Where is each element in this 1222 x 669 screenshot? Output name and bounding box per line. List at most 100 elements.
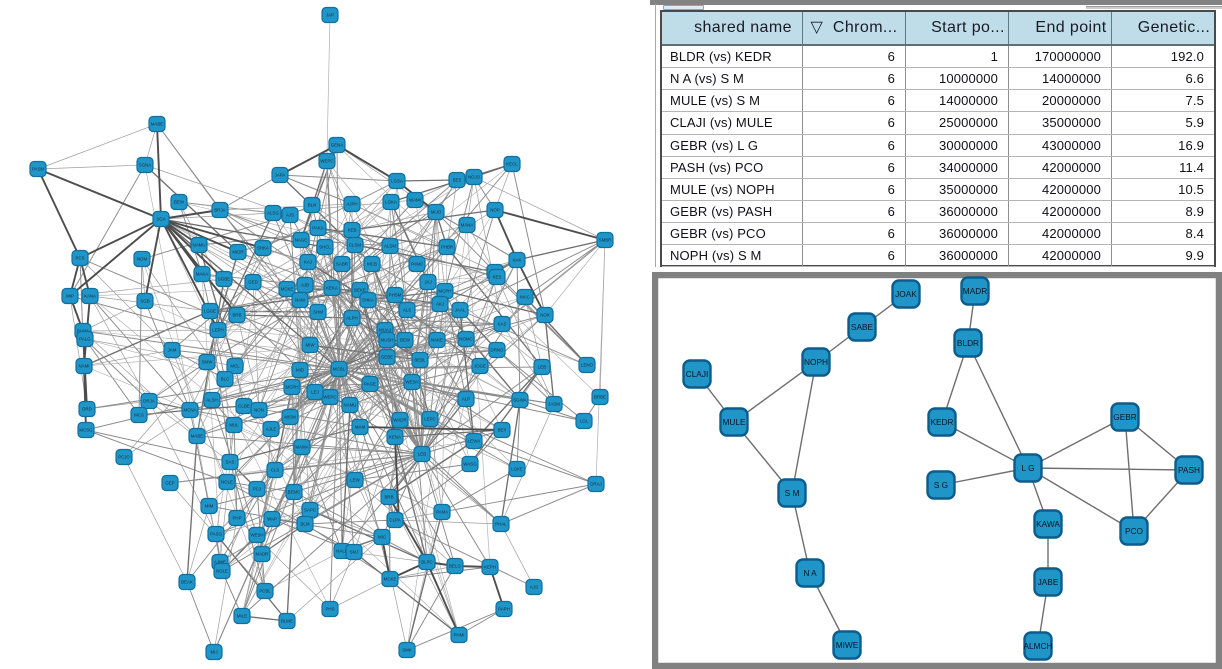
svg-text:GEBE: GEBE (381, 355, 393, 360)
svg-text:BEBL: BEBL (414, 358, 426, 363)
svg-text:LENO: LENO (581, 363, 594, 368)
svg-text:NAKE: NAKE (431, 338, 443, 343)
svg-text:NAMU: NAMU (193, 243, 206, 248)
svg-text:SMK: SMK (402, 648, 412, 653)
svg-text:PAGE: PAGE (364, 382, 376, 387)
svg-text:MCKE: MCKE (281, 287, 294, 292)
svg-text:MABE: MABE (151, 122, 164, 127)
svg-text:MIJ: MIJ (210, 650, 217, 655)
svg-text:MISM: MISM (284, 415, 296, 420)
svg-text:KAS: KAS (498, 322, 507, 327)
svg-text:LEB: LEB (418, 452, 426, 457)
svg-text:SMBR: SMBR (599, 238, 612, 243)
svg-text:KAJ: KAJ (304, 260, 312, 265)
svg-text:DRJA: DRJA (143, 399, 155, 404)
svg-text:NAMU: NAMU (344, 403, 357, 408)
svg-text:WADR: WADR (393, 418, 406, 423)
svg-text:SHKA: SHKA (362, 298, 374, 303)
svg-text:KEKA: KEKA (326, 286, 338, 291)
svg-text:BEAK: BEAK (181, 580, 193, 585)
svg-text:LEPC: LEPC (424, 417, 435, 422)
svg-text:NOP: NOP (490, 208, 500, 213)
svg-text:AJS: AJS (530, 585, 538, 590)
svg-text:BLWE: BLWE (281, 619, 293, 624)
svg-text:MCS: MCS (134, 413, 144, 418)
svg-text:BEW: BEW (174, 200, 185, 205)
svg-text:ALMCH: ALMCH (1023, 641, 1052, 651)
svg-text:KENA: KENA (389, 435, 401, 440)
svg-text:MILE: MILE (237, 614, 247, 619)
svg-text:PHSM: PHSM (389, 293, 402, 298)
svg-text:SHM: SHM (313, 310, 323, 315)
svg-text:KES: KES (493, 275, 502, 280)
svg-text:BELG: BELG (449, 564, 461, 569)
svg-text:GED: GED (248, 280, 258, 285)
svg-text:BEKE: BEKE (354, 288, 366, 293)
svg-text:MCB: MCB (367, 262, 377, 267)
svg-text:AJLE: AJLE (266, 427, 277, 432)
svg-text:WAMI: WAMI (409, 198, 421, 203)
svg-text:BLPC: BLPC (421, 560, 432, 565)
svg-text:MIC: MIC (378, 535, 386, 540)
svg-text:PAKA: PAKA (312, 226, 323, 231)
svg-text:WASG: WASG (463, 462, 477, 467)
svg-text:GEBR: GEBR (1113, 412, 1137, 422)
svg-text:JOGE: JOGE (474, 364, 486, 369)
svg-text:LEB: LEB (538, 365, 546, 370)
svg-text:MANA: MANA (461, 223, 474, 228)
svg-text:CLPA: CLPA (389, 518, 400, 523)
svg-text:SABE: SABE (851, 322, 874, 332)
svg-text:JAPA: JAPA (275, 173, 286, 178)
svg-text:WEPC: WEPC (320, 159, 333, 164)
svg-text:SAS: SAS (226, 460, 235, 465)
svg-text:BRJA: BRJA (214, 208, 225, 213)
svg-text:SABR: SABR (336, 262, 348, 267)
svg-text:WAP: WAP (267, 517, 277, 522)
svg-text:MULE: MULE (722, 417, 746, 427)
svg-text:KEPH: KEPH (484, 565, 496, 570)
svg-text:ALSH: ALSH (206, 398, 217, 403)
svg-text:MIM: MIM (205, 504, 214, 509)
svg-text:WESH: WESH (250, 533, 263, 538)
svg-text:PHP: PHP (232, 516, 241, 521)
svg-text:MCPH: MCPH (286, 385, 299, 390)
svg-text:ALSM: ALSM (384, 244, 396, 249)
svg-text:SHKA: SHKA (257, 246, 269, 251)
svg-text:KAWA: KAWA (1036, 519, 1060, 529)
svg-text:MIW: MIW (305, 343, 315, 348)
svg-text:AKJ: AKJ (436, 302, 444, 307)
svg-text:PHBR: PHBR (441, 245, 453, 250)
svg-text:CLAJI: CLAJI (686, 369, 709, 379)
svg-text:MCNA: MCNA (184, 408, 197, 413)
svg-text:MADR: MADR (256, 552, 269, 557)
svg-text:JAP: JAP (326, 13, 334, 18)
svg-text:MIWE: MIWE (836, 640, 859, 650)
svg-text:NAGE: NAGE (295, 238, 308, 243)
svg-text:PCS: PCS (75, 256, 84, 261)
svg-text:MCKE: MCKE (384, 577, 397, 582)
svg-text:MAKA: MAKA (196, 272, 209, 277)
svg-text:LGL: LGL (580, 419, 589, 424)
svg-text:MCSG: MCSG (79, 428, 93, 433)
svg-text:BES: BES (453, 178, 462, 183)
svg-text:CLSM: CLSM (349, 243, 362, 248)
svg-text:NOLE: NOLE (216, 569, 228, 574)
svg-text:ALP: ALP (462, 397, 470, 402)
svg-text:DRD: DRD (82, 407, 92, 412)
svg-text:SGNA: SGNA (139, 163, 152, 168)
svg-text:S M: S M (785, 488, 800, 498)
svg-text:JASM: JASM (548, 402, 560, 407)
svg-text:SAPC: SAPC (304, 508, 316, 513)
svg-text:NOJO: NOJO (468, 175, 481, 180)
svg-text:JAM: JAM (168, 348, 177, 353)
svg-text:PAPH: PAPH (498, 607, 510, 612)
svg-text:ALS: ALS (403, 308, 411, 313)
svg-text:KAK: KAK (513, 258, 522, 263)
svg-text:KECL: KECL (506, 162, 518, 167)
svg-text:MUL: MUL (229, 423, 239, 428)
svg-text:BEW: BEW (400, 338, 411, 343)
svg-text:BLM: BLM (300, 522, 309, 527)
svg-text:DRAJ: DRAJ (590, 482, 601, 487)
svg-text:LGSA: LGSA (391, 179, 403, 184)
svg-text:MIDR: MIDR (232, 250, 243, 255)
